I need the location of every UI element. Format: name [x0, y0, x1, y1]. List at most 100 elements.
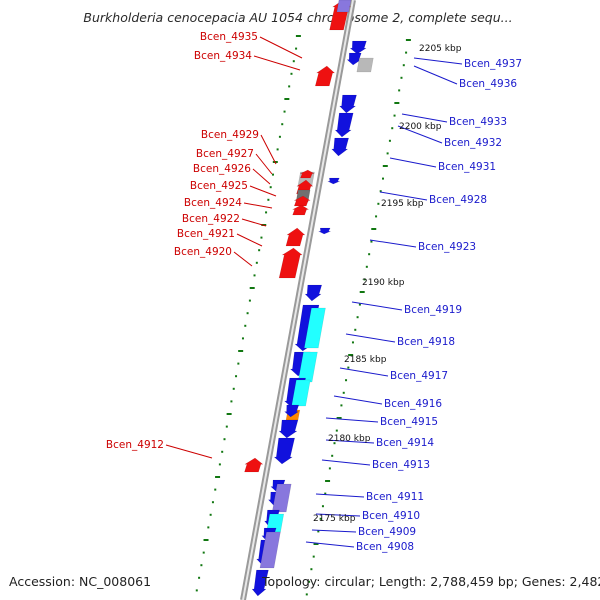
gene-glyph-4915b[interactable]: [283, 404, 300, 418]
gene-label-bcen_4933[interactable]: Bcen_4933: [449, 116, 507, 128]
gene-label-bcen_4924[interactable]: Bcen_4924: [184, 197, 242, 209]
gene-glyph-4923[interactable]: [318, 227, 331, 235]
gene-glyph-4936[interactable]: [356, 57, 374, 73]
scale-label: 2205 kbp: [419, 44, 462, 54]
leader-line: [165, 444, 213, 459]
gene-label-bcen_4913[interactable]: Bcen_4913: [372, 459, 430, 471]
gene-label-bcen_4925[interactable]: Bcen_4925: [190, 180, 248, 192]
leader-line: [255, 153, 273, 175]
gene-label-bcen_4911[interactable]: Bcen_4911: [366, 491, 424, 503]
gene-glyph-4910c[interactable]: [266, 513, 285, 533]
gene-glyph-4918c[interactable]: [303, 307, 326, 349]
gene-label-bcen_4922[interactable]: Bcen_4922: [182, 213, 240, 225]
gene-glyph-4919[interactable]: [304, 284, 323, 302]
gene-label-bcen_4914[interactable]: Bcen_4914: [376, 437, 434, 449]
gene-glyph-4908l[interactable]: [259, 531, 281, 569]
map-title: Burkholderia cenocepacia AU 1054 chromos…: [83, 10, 512, 25]
gene-glyph-4933[interactable]: [338, 94, 357, 114]
gene-label-bcen_4934[interactable]: Bcen_4934: [194, 50, 252, 62]
leader-line: [236, 233, 263, 247]
scale-label: 2175 kbp: [313, 514, 356, 524]
leader-line: [315, 513, 361, 517]
gene-label-bcen_4935[interactable]: Bcen_4935: [200, 31, 258, 43]
leader-line: [325, 439, 375, 444]
leader-line: [351, 301, 403, 311]
gene-glyph-4928[interactable]: [327, 177, 340, 185]
gene-label-bcen_4932[interactable]: Bcen_4932: [444, 137, 502, 149]
leader-line: [413, 65, 458, 85]
gene-label-bcen_4936[interactable]: Bcen_4936: [459, 78, 517, 90]
scale-label: 2200 kbp: [399, 122, 442, 132]
scale-label: 2180 kbp: [328, 434, 371, 444]
leader-line: [249, 185, 277, 197]
gene-glyph-4911l[interactable]: [271, 483, 292, 513]
backbone-ticks: [195, 35, 411, 596]
gene-label-bcen_4908[interactable]: Bcen_4908: [356, 541, 414, 553]
leader-line: [315, 493, 365, 498]
gene-label-bcen_4931[interactable]: Bcen_4931: [438, 161, 496, 173]
leader-line: [241, 218, 267, 227]
leader-line: [397, 125, 443, 144]
backbone-highlight: [242, 0, 354, 600]
leader-line: [253, 55, 301, 71]
leader-line: [243, 202, 273, 209]
gene-label-bcen_4912[interactable]: Bcen_4912: [106, 439, 164, 451]
leader-line: [325, 417, 379, 423]
gene-label-bcen_4921[interactable]: Bcen_4921: [177, 228, 235, 240]
leader-line: [259, 36, 303, 59]
scale-label: 2195 kbp: [381, 199, 424, 209]
scale-labels: 2205 kbp 2200 kbp 2195 kbp 2190 kbp 2185 kbp…: [313, 44, 462, 524]
leader-line: [339, 367, 389, 377]
gene-label-bcen_4918[interactable]: Bcen_4918: [397, 336, 455, 348]
accession-text: Accession: NC_008061: [9, 574, 151, 589]
gene-track: [244, 0, 374, 597]
gene-glyph-4937b[interactable]: [346, 52, 362, 66]
gene-label-bcen_4917[interactable]: Bcen_4917: [390, 370, 448, 382]
gene-glyph-4927[interactable]: [300, 169, 316, 179]
gene-label-bcen_4916[interactable]: Bcen_4916: [384, 398, 442, 410]
gene-glyph-4917c[interactable]: [297, 351, 318, 383]
leader-line: [345, 333, 396, 343]
label-leaders: [165, 36, 463, 548]
gene-label-bcen_4919[interactable]: Bcen_4919: [404, 304, 462, 316]
gene-label-bcen_4937[interactable]: Bcen_4937: [464, 58, 522, 70]
gene-glyph-4916c[interactable]: [291, 379, 311, 407]
gene-glyph-4937[interactable]: [349, 40, 368, 55]
gene-glyph-4914[interactable]: [278, 419, 299, 439]
leader-line: [305, 541, 355, 548]
gene-label-bcen_4923[interactable]: Bcen_4923: [418, 241, 476, 253]
gene-glyph-bottom[interactable]: [251, 569, 269, 597]
backbone: [240, 0, 356, 600]
leader-line: [311, 529, 357, 533]
leader-line: [260, 134, 277, 165]
gene-label-bcen_4928[interactable]: Bcen_4928: [429, 194, 487, 206]
leader-line: [252, 168, 271, 185]
scale-label: 2185 kbp: [344, 355, 387, 365]
gene-label-bcen_4915[interactable]: Bcen_4915: [380, 416, 438, 428]
leader-line: [401, 113, 448, 123]
leader-line: [321, 459, 371, 466]
gene-glyph-4913[interactable]: [273, 437, 295, 465]
gene-label-bcen_4926[interactable]: Bcen_4926: [193, 163, 251, 175]
gene-glyph-4934[interactable]: [314, 65, 336, 87]
gene-label-bcen_4929[interactable]: Bcen_4929: [201, 129, 259, 141]
gene-glyph-top-lav[interactable]: [336, 0, 352, 13]
leader-line: [369, 239, 417, 248]
gene-label-bcen_4909[interactable]: Bcen_4909: [358, 526, 416, 538]
gene-label-bcen_4910[interactable]: Bcen_4910: [362, 510, 420, 522]
gene-glyph-4931[interactable]: [331, 137, 350, 157]
gene-glyph-4921[interactable]: [285, 227, 306, 247]
leader-line: [233, 251, 253, 267]
gene-label-bcen_4920[interactable]: Bcen_4920: [174, 246, 232, 258]
leader-line: [389, 157, 437, 168]
gene-glyph-4922[interactable]: [292, 204, 310, 216]
scale-label: 2190 kbp: [362, 278, 405, 288]
gene-glyph-4932[interactable]: [334, 112, 354, 138]
topology-text: Topology: circular; Length: 2,788,459 bp…: [261, 574, 600, 589]
leader-line: [333, 395, 383, 405]
gene-labels: Bcen_4935 Bcen_4934 Bcen_4929 Bcen_4927 Bcen…: [106, 31, 522, 553]
gene-label-bcen_4927[interactable]: Bcen_4927: [196, 148, 254, 160]
gene-glyph-4912[interactable]: [244, 457, 264, 473]
gene-glyph-4920[interactable]: [278, 247, 303, 279]
